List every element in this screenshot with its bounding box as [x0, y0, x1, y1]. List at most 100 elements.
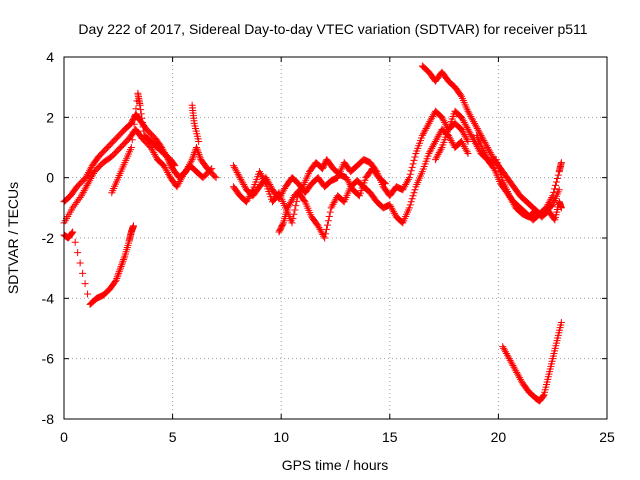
data-point — [67, 230, 75, 238]
data-point — [550, 188, 558, 196]
data-point — [551, 181, 559, 189]
data-point — [71, 238, 79, 246]
data-point — [323, 225, 331, 233]
data-point — [195, 150, 203, 158]
data-point — [279, 220, 287, 228]
data-point — [118, 261, 126, 269]
data-point — [409, 160, 417, 168]
x-tick-label: 5 — [169, 429, 177, 445]
y-tick-label: 4 — [46, 49, 54, 65]
data-point — [193, 145, 201, 153]
data-point — [408, 163, 416, 171]
data-point — [557, 318, 565, 326]
data-point — [288, 219, 296, 227]
data-point — [557, 204, 565, 212]
data-point — [118, 259, 126, 267]
data-point — [325, 212, 333, 220]
data-point — [111, 278, 119, 286]
data-point — [406, 170, 414, 178]
data-point — [494, 162, 502, 170]
data-point — [115, 268, 123, 276]
data-point — [119, 257, 127, 265]
data-point — [464, 137, 472, 145]
data-point — [551, 185, 559, 193]
data-point — [171, 162, 179, 170]
data-point — [409, 192, 417, 200]
data-point — [381, 179, 389, 187]
data-point — [411, 186, 419, 194]
data-point — [554, 171, 562, 179]
data-point — [127, 144, 135, 151]
y-tick-label: -6 — [42, 351, 55, 367]
data-point — [381, 180, 389, 188]
data-point — [291, 206, 299, 214]
data-point — [170, 160, 178, 168]
axis-ticks: 0 5 10 15 20 25 -8 -6 -4 -2 0 2 4 — [42, 49, 615, 445]
data-point — [211, 172, 219, 180]
data-point — [130, 222, 138, 230]
data-point — [326, 208, 334, 216]
data-point — [131, 112, 139, 120]
data-point — [464, 150, 472, 158]
data-point — [189, 152, 197, 160]
data-point — [495, 165, 503, 173]
data-point — [192, 144, 200, 151]
data-point — [114, 271, 122, 279]
data-point — [196, 152, 204, 160]
y-axis-label: SDTVAR / TECUs — [5, 182, 21, 294]
data-point — [76, 259, 84, 267]
data-point — [463, 136, 471, 144]
data-point — [548, 193, 556, 201]
data-point — [321, 234, 329, 242]
data-point — [137, 106, 145, 114]
y-tick-label: 2 — [46, 109, 54, 125]
data-point — [113, 275, 121, 283]
data-point — [549, 192, 557, 200]
data-point — [115, 269, 123, 277]
data-point — [289, 215, 297, 223]
data-point — [323, 221, 331, 229]
data-point — [188, 156, 196, 164]
data-point — [552, 178, 560, 186]
data-point — [407, 198, 415, 206]
data-point — [132, 105, 140, 113]
data-point — [322, 230, 330, 238]
data-point — [539, 393, 547, 401]
data-point — [410, 156, 418, 164]
x-tick-label: 0 — [60, 429, 68, 445]
data-point — [195, 137, 203, 145]
data-point — [290, 210, 298, 218]
x-tick-label: 25 — [599, 429, 615, 445]
data-point — [411, 153, 419, 161]
data-point — [405, 204, 413, 212]
data-point — [404, 175, 412, 183]
data-point — [292, 202, 300, 210]
data-point — [437, 145, 445, 153]
data-point — [553, 175, 561, 183]
data-point — [498, 174, 506, 182]
data-point — [68, 229, 76, 237]
grid — [64, 57, 607, 419]
data-point — [555, 186, 563, 194]
x-tick-label: 10 — [273, 429, 289, 445]
data-point — [496, 168, 504, 176]
data-point — [261, 178, 269, 186]
data-point — [324, 217, 332, 225]
data-point — [189, 154, 197, 162]
data-point — [194, 147, 202, 155]
plot-frame — [63, 56, 608, 420]
chart-title: Day 222 of 2017, Sidereal Day-to-day VTE… — [78, 21, 587, 37]
x-tick-label: 20 — [491, 429, 507, 445]
data-point — [208, 165, 216, 173]
data-point — [493, 159, 501, 167]
data-point — [117, 262, 125, 270]
data-point — [138, 114, 146, 122]
data-point — [139, 119, 147, 127]
data-point — [120, 254, 128, 262]
x-tick-label: 15 — [382, 429, 398, 445]
data-point — [170, 161, 178, 169]
data-point — [81, 280, 89, 288]
data-point — [139, 123, 147, 131]
data-point — [406, 201, 414, 209]
